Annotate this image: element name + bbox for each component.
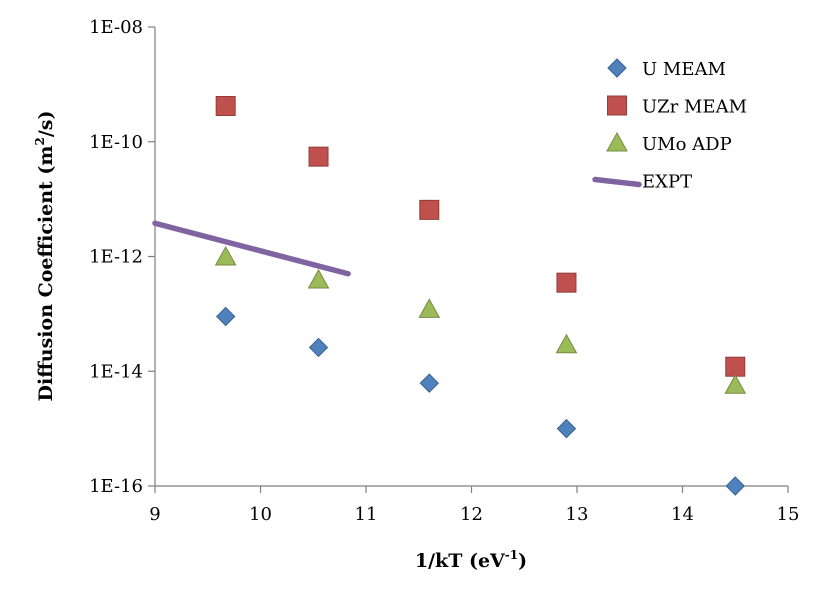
x-tick-label: 13 — [566, 504, 589, 525]
data-marks — [152, 95, 747, 496]
legend-label-u-meam: U MEAM — [642, 59, 726, 80]
legend-label-uzr-meam: UZr MEAM — [642, 97, 747, 118]
data-point-umo-adp — [555, 333, 578, 354]
legend-label-expt: EXPT — [642, 172, 692, 193]
y-axis-title: Diffusion Coefficient (m2/s) — [33, 111, 57, 402]
data-point-uzr-meam — [308, 146, 329, 167]
data-point-umo-adp — [214, 245, 237, 266]
x-tick-label: 10 — [249, 504, 272, 525]
data-point-u-meam — [556, 418, 577, 439]
data-point-uzr-meam — [556, 272, 577, 293]
data-point-uzr-meam — [419, 199, 440, 220]
data-point-uzr-meam — [725, 356, 746, 377]
y-tick-label: 1E-16 — [89, 476, 143, 497]
y-tick-label: 1E-12 — [89, 247, 143, 268]
legend-label-umo-adp: UMo ADP — [642, 134, 732, 155]
data-point-u-meam — [725, 476, 745, 496]
series-line-expt — [152, 220, 351, 277]
x-tick-label: 15 — [777, 504, 800, 525]
x-axis-title: 1/kT (eV-1) — [415, 548, 527, 572]
data-point-uzr-meam — [215, 95, 236, 116]
legend-swatch-u-meam — [607, 58, 627, 78]
y-tick-label: 1E-10 — [89, 132, 143, 153]
legend-swatch-uzr-meam — [607, 95, 627, 116]
data-point-u-meam — [215, 306, 236, 327]
data-point-u-meam — [419, 373, 440, 393]
data-point-umo-adp — [724, 374, 747, 394]
data-point-u-meam — [308, 337, 329, 358]
data-point-umo-adp — [418, 298, 441, 318]
y-tick-label: 1E-08 — [89, 17, 143, 38]
data-point-umo-adp — [307, 268, 330, 289]
x-tick-label: 12 — [460, 504, 483, 525]
legend-swatch-expt — [592, 176, 642, 188]
x-tick-label: 14 — [671, 504, 694, 525]
x-tick-label: 9 — [149, 504, 160, 525]
legend: U MEAM UZr MEAM UMo ADP EXPT — [592, 58, 747, 193]
ticks: 1E-16 1E-14 1E-12 1E-10 1E-08 9 10 11 12 13 14 15 — [89, 17, 799, 525]
x-tick-label: 11 — [355, 504, 378, 525]
legend-swatch-umo-adp — [606, 131, 628, 152]
y-tick-label: 1E-14 — [89, 361, 143, 382]
